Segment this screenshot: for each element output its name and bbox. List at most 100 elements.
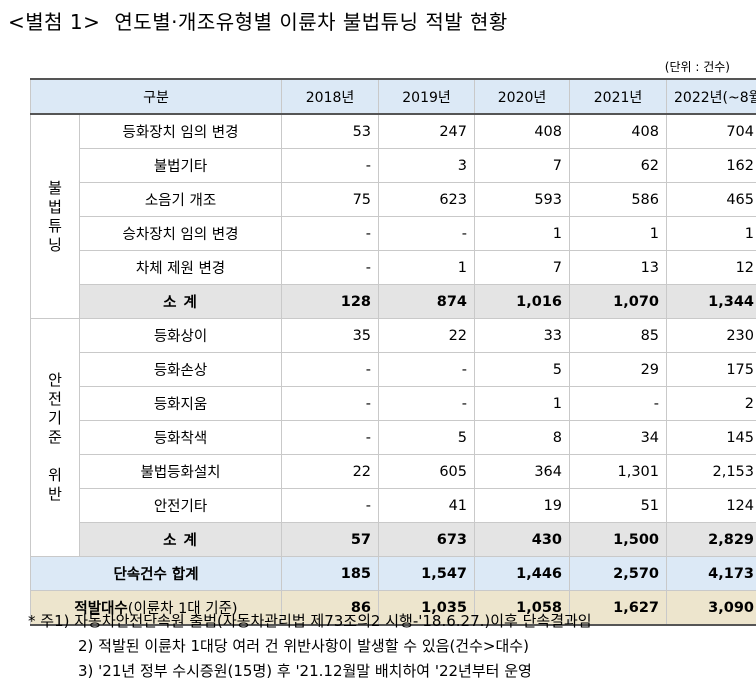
row-value: 5 bbox=[378, 420, 476, 455]
detected-value: 1,627 bbox=[569, 590, 668, 626]
row-value: - bbox=[281, 216, 380, 251]
row-value: 465 bbox=[666, 182, 756, 217]
total-value: 2,570 bbox=[569, 556, 668, 591]
group-label-char: 닝 bbox=[48, 235, 62, 254]
table-row: 등화손상 - -5 29 175 bbox=[31, 352, 756, 387]
table-row: 불 법 튜 닝 등화장치 임의 변경 53 247 408 408 704 bbox=[30, 113, 756, 319]
total-row: 단속건수 합계 185 1,547 1,446 2,570 4,173 bbox=[29, 556, 756, 591]
group-label-char: 위 bbox=[48, 466, 62, 484]
subtotal-value: 1,070 bbox=[569, 284, 668, 319]
group-label-char: 기 bbox=[48, 409, 62, 427]
row-item-label: 소음기 개조 bbox=[78, 182, 283, 217]
subtotal-value: 128 bbox=[281, 284, 380, 319]
row-value: 34 bbox=[569, 420, 668, 455]
header-2018: 2018년 bbox=[281, 78, 380, 115]
row-value: 2 bbox=[666, 386, 756, 421]
detected-value: 1,058 bbox=[474, 590, 571, 626]
group-label-char: 전 bbox=[48, 390, 62, 408]
row-value: 12 bbox=[666, 250, 756, 285]
row-value: 593 bbox=[474, 182, 571, 217]
row-value: 85 bbox=[569, 318, 668, 353]
table-row: 등화지움 - -1-2 bbox=[31, 386, 756, 421]
subtotal-value: 57 bbox=[281, 522, 380, 557]
row-value: - bbox=[281, 488, 380, 523]
table-row: 차체 제원 변경 -1 7 13 12 bbox=[31, 250, 756, 285]
subtotal-row: 소 계 128 874 1,016 1,070 1,344 bbox=[31, 284, 756, 319]
row-value: 586 bbox=[569, 182, 668, 217]
row-value: 364 bbox=[474, 454, 571, 489]
row-value: 124 bbox=[666, 488, 756, 523]
header-2019: 2019년 bbox=[378, 78, 476, 115]
subtotal-value: 1,016 bbox=[474, 284, 571, 319]
detected-label-main: 적발대수 bbox=[74, 601, 128, 617]
row-value: 408 bbox=[474, 113, 571, 149]
row-value: 62 bbox=[569, 148, 668, 183]
table-header-row: 구분 2018년 2019년 2020년 2021년 2022년(~8월) bbox=[29, 78, 756, 115]
row-value: 33 bbox=[474, 318, 571, 353]
table-body: 구분 2018년 2019년 2020년 2021년 2022년(~8월) 불법… bbox=[29, 78, 756, 626]
row-value: 75 bbox=[281, 182, 380, 217]
table-row: 등화착색 -5 8 34 145 bbox=[31, 420, 756, 455]
detected-label-paren: (이륜차 1대 기준) bbox=[127, 601, 238, 617]
total-label: 단속건수 합계 bbox=[29, 556, 283, 591]
footnote-2: 2) 적발된 이륜차 1대당 여러 건 위반사항이 발생할 수 있음(건수>대수… bbox=[78, 637, 529, 655]
row-value: 35 bbox=[281, 318, 380, 353]
row-value: - bbox=[281, 148, 380, 183]
row-value: 8 bbox=[474, 420, 571, 455]
footnotes: * 주1) 자동차안전단속원 출범(자동차관리법 제73조의2 시행-'18.6… bbox=[28, 609, 742, 684]
row-item-label: 불법기타 bbox=[78, 148, 283, 183]
header-2022: 2022년(~8월) bbox=[666, 78, 756, 115]
row-value: 1,301 bbox=[569, 454, 668, 489]
group-label-char: 불 bbox=[48, 178, 62, 197]
row-value: 145 bbox=[666, 420, 756, 455]
subtotal-label: 소 계 bbox=[78, 522, 283, 557]
detected-vehicles-row: 적발대수(이륜차 1대 기준) 86 1,035 1,058 1,627 3,090 bbox=[29, 590, 756, 626]
detected-value: 1,035 bbox=[378, 590, 476, 626]
row-value: 53 bbox=[281, 113, 380, 149]
table-row: 안전기타 -41 19 51 124 bbox=[31, 488, 756, 523]
row-item-label: 등화장치 임의 변경 bbox=[78, 113, 283, 149]
page-title: <별첨 1> 연도별·개조유형별 이륜차 불법튜닝 적발 현황 bbox=[8, 6, 508, 35]
row-value: 1 bbox=[474, 386, 571, 421]
subtotal-value: 1,500 bbox=[569, 522, 668, 557]
row-value: 41 bbox=[378, 488, 476, 523]
row-item-label: 차체 제원 변경 bbox=[78, 250, 283, 285]
tuning-violation-table: 구분 2018년 2019년 2020년 2021년 2022년(~8월) 불법… bbox=[29, 78, 756, 626]
table-row: 불법기타 -3 7 62 162 bbox=[31, 148, 756, 183]
detected-label: 적발대수(이륜차 1대 기준) bbox=[29, 590, 283, 626]
table-row: 안 전 기 준 위 반 등화상이 35 22 33 85 230 bbox=[30, 318, 756, 557]
group-label-char: 법 bbox=[48, 197, 62, 216]
subtotal-value: 430 bbox=[474, 522, 571, 557]
row-item-label: 등화착색 bbox=[78, 420, 283, 455]
row-value: - bbox=[281, 420, 380, 455]
subtotal-value: 1,344 bbox=[666, 284, 756, 319]
row-value: 7 bbox=[474, 250, 571, 285]
row-item-label: 불법등화설치 bbox=[78, 454, 283, 489]
row-value: 408 bbox=[569, 113, 668, 149]
row-item-label: 승차장치 임의 변경 bbox=[78, 216, 283, 251]
row-value: 22 bbox=[378, 318, 476, 353]
table-row: 승차장치 임의 변경 - -1 1 1 bbox=[31, 216, 756, 251]
row-value: 1 bbox=[378, 250, 476, 285]
subtotal-row: 소 계 57 673 430 1,500 2,829 bbox=[31, 522, 756, 557]
group-label-char: 준 bbox=[48, 428, 62, 446]
header-2020: 2020년 bbox=[474, 78, 571, 115]
row-value: - bbox=[569, 386, 668, 421]
group-label-char bbox=[48, 447, 62, 466]
row-item-label: 등화상이 bbox=[78, 318, 283, 353]
row-value: 29 bbox=[569, 352, 668, 387]
subtotal-value: 673 bbox=[378, 522, 476, 557]
footnote-1: * 주1) 자동차안전단속원 출범(자동차관리법 제73조의2 시행-'18.6… bbox=[28, 612, 592, 630]
table-row: 소음기 개조 75 623 593 586 465 bbox=[31, 182, 756, 217]
row-value: 13 bbox=[569, 250, 668, 285]
subtotal-label: 소 계 bbox=[78, 284, 283, 319]
row-value: 605 bbox=[378, 454, 476, 489]
header-2021: 2021년 bbox=[569, 78, 668, 115]
unit-label: (단위 : 건수) bbox=[664, 60, 730, 74]
total-value: 185 bbox=[281, 556, 380, 591]
row-value: 162 bbox=[666, 148, 756, 183]
row-value: 175 bbox=[666, 352, 756, 387]
row-value: 623 bbox=[378, 182, 476, 217]
